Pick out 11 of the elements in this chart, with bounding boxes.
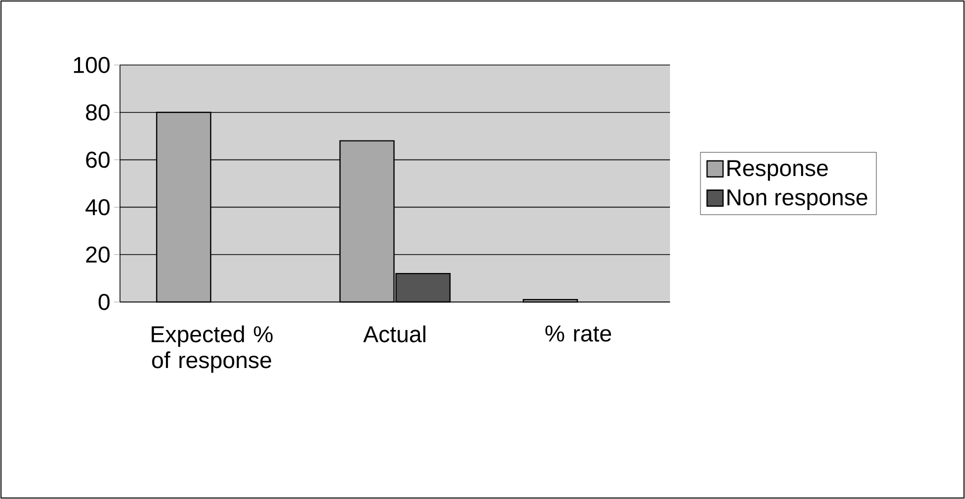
- x-tick-label: Expected % of response: [152, 326, 273, 373]
- legend-label: Non response: [728, 189, 868, 210]
- x-tick-label: % rate: [545, 326, 612, 342]
- y-tick-label: 40: [86, 199, 110, 216]
- y-tick-label: 100: [74, 56, 110, 74]
- y-tick-label: 80: [86, 104, 110, 121]
- legend-label: Response: [728, 160, 828, 181]
- y-tick-label: 60: [86, 152, 110, 168]
- y-tick-label: 0: [98, 294, 110, 310]
- y-tick-label: 20: [86, 246, 110, 263]
- x-tick-label: Actual: [363, 326, 426, 342]
